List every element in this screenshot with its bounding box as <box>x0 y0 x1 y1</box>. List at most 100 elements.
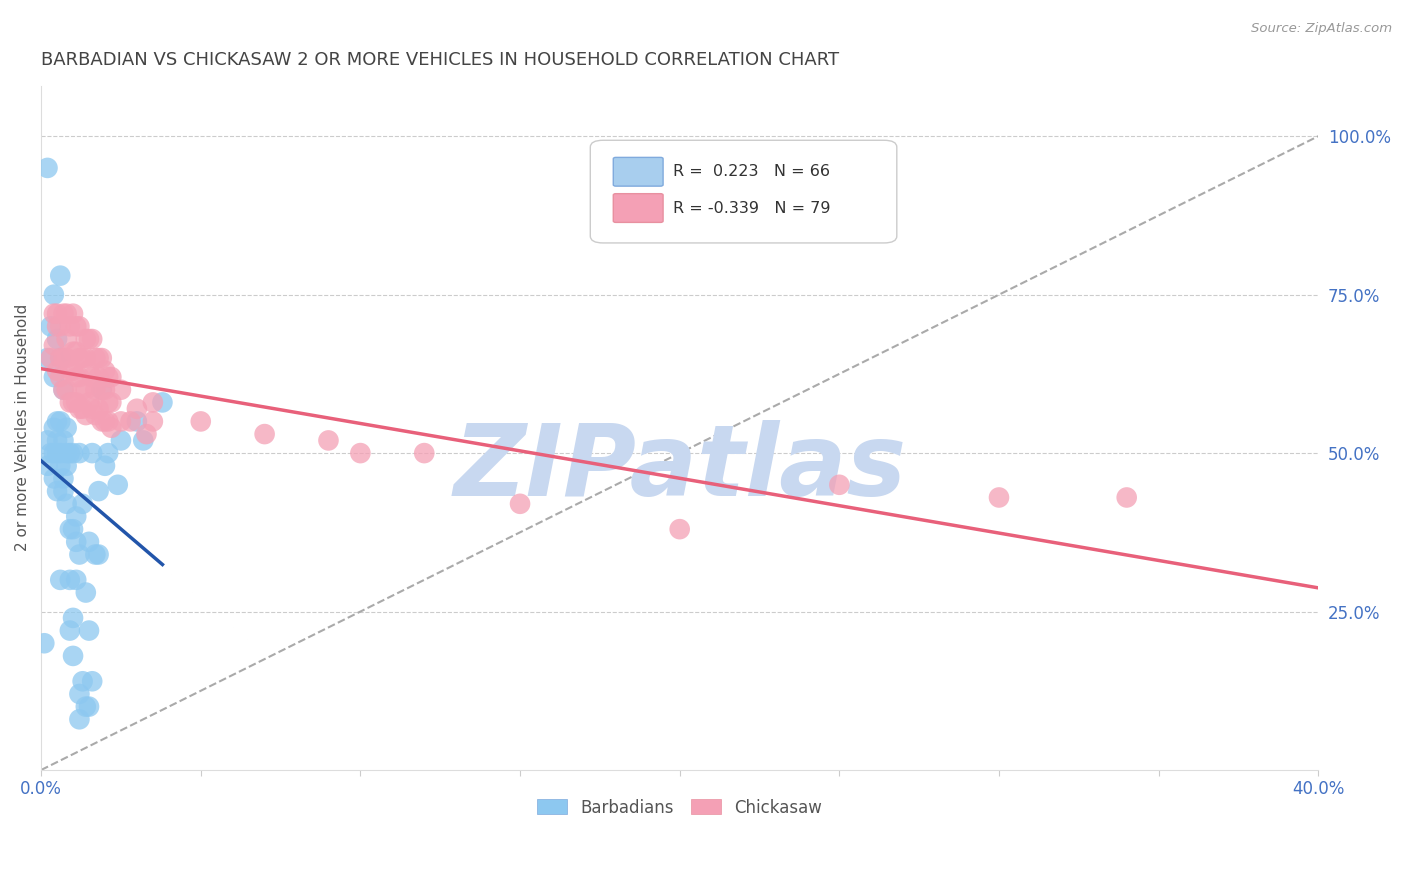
Point <box>82 401 104 416</box>
Point <box>67 401 90 416</box>
Point <box>82 446 104 460</box>
Point <box>55 421 77 435</box>
Point <box>152 395 174 409</box>
Point <box>509 497 531 511</box>
Point <box>46 332 69 346</box>
Point <box>55 383 77 397</box>
Point <box>65 370 87 384</box>
Point <box>49 351 72 365</box>
Point <box>97 414 120 428</box>
Point <box>49 370 72 384</box>
Point <box>62 522 84 536</box>
Point <box>90 383 112 397</box>
Point <box>65 395 87 409</box>
FancyBboxPatch shape <box>613 157 664 186</box>
Point <box>65 344 87 359</box>
Point <box>46 434 69 448</box>
Point <box>90 414 112 428</box>
Point <box>49 319 72 334</box>
Point <box>62 307 84 321</box>
Point <box>67 319 90 334</box>
Point <box>75 332 97 346</box>
Point <box>77 395 100 409</box>
Point <box>62 611 84 625</box>
Point <box>142 414 165 428</box>
Point <box>42 446 65 460</box>
Point <box>49 458 72 473</box>
Point <box>52 434 75 448</box>
Point <box>62 395 84 409</box>
Point <box>125 414 148 428</box>
Point <box>49 414 72 428</box>
Point <box>34 636 56 650</box>
Text: Source: ZipAtlas.com: Source: ZipAtlas.com <box>1251 22 1392 36</box>
Point <box>52 383 75 397</box>
Point <box>39 351 62 365</box>
Point <box>67 446 90 460</box>
Point <box>49 446 72 460</box>
Point <box>72 351 94 365</box>
Point <box>82 370 104 384</box>
Point <box>65 573 87 587</box>
Point <box>65 319 87 334</box>
Point <box>37 434 59 448</box>
Point <box>59 395 82 409</box>
Point <box>75 383 97 397</box>
FancyBboxPatch shape <box>613 194 664 222</box>
Point <box>132 434 155 448</box>
Point <box>39 446 62 460</box>
Point <box>77 699 100 714</box>
Point <box>59 319 82 334</box>
Point <box>318 434 340 448</box>
Point <box>65 509 87 524</box>
Point <box>37 458 59 473</box>
Point <box>87 370 110 384</box>
Point <box>110 434 132 448</box>
Point <box>62 446 84 460</box>
Y-axis label: 2 or more Vehicles in Household: 2 or more Vehicles in Household <box>15 304 30 551</box>
Point <box>77 624 100 638</box>
Point <box>75 408 97 422</box>
Point <box>120 414 142 428</box>
Point <box>55 458 77 473</box>
Point <box>46 414 69 428</box>
Point <box>67 351 90 365</box>
Point <box>62 364 84 378</box>
Point <box>668 522 690 536</box>
Point <box>59 446 82 460</box>
Point <box>72 497 94 511</box>
Point <box>52 471 75 485</box>
Point <box>84 408 107 422</box>
Point <box>59 364 82 378</box>
Point <box>77 332 100 346</box>
Point <box>55 332 77 346</box>
Point <box>100 395 122 409</box>
Point <box>142 395 165 409</box>
Point <box>87 401 110 416</box>
Point <box>84 548 107 562</box>
Point <box>49 573 72 587</box>
Point <box>87 484 110 499</box>
Point <box>37 351 59 365</box>
Point <box>49 351 72 365</box>
Point <box>84 383 107 397</box>
Point <box>55 446 77 460</box>
Text: BARBADIAN VS CHICKASAW 2 OR MORE VEHICLES IN HOUSEHOLD CORRELATION CHART: BARBADIAN VS CHICKASAW 2 OR MORE VEHICLE… <box>41 51 839 69</box>
Point <box>62 344 84 359</box>
Point <box>253 427 276 442</box>
Point <box>100 370 122 384</box>
Point <box>135 427 157 442</box>
Point <box>82 674 104 689</box>
Point <box>42 370 65 384</box>
Point <box>110 383 132 397</box>
Point <box>67 548 90 562</box>
Text: R =  0.223   N = 66: R = 0.223 N = 66 <box>673 164 831 179</box>
Point <box>46 307 69 321</box>
Point <box>42 287 65 301</box>
Point <box>46 484 69 499</box>
Point <box>59 573 82 587</box>
Point <box>87 351 110 365</box>
Point <box>988 491 1011 505</box>
Point <box>52 484 75 499</box>
Point <box>52 351 75 365</box>
